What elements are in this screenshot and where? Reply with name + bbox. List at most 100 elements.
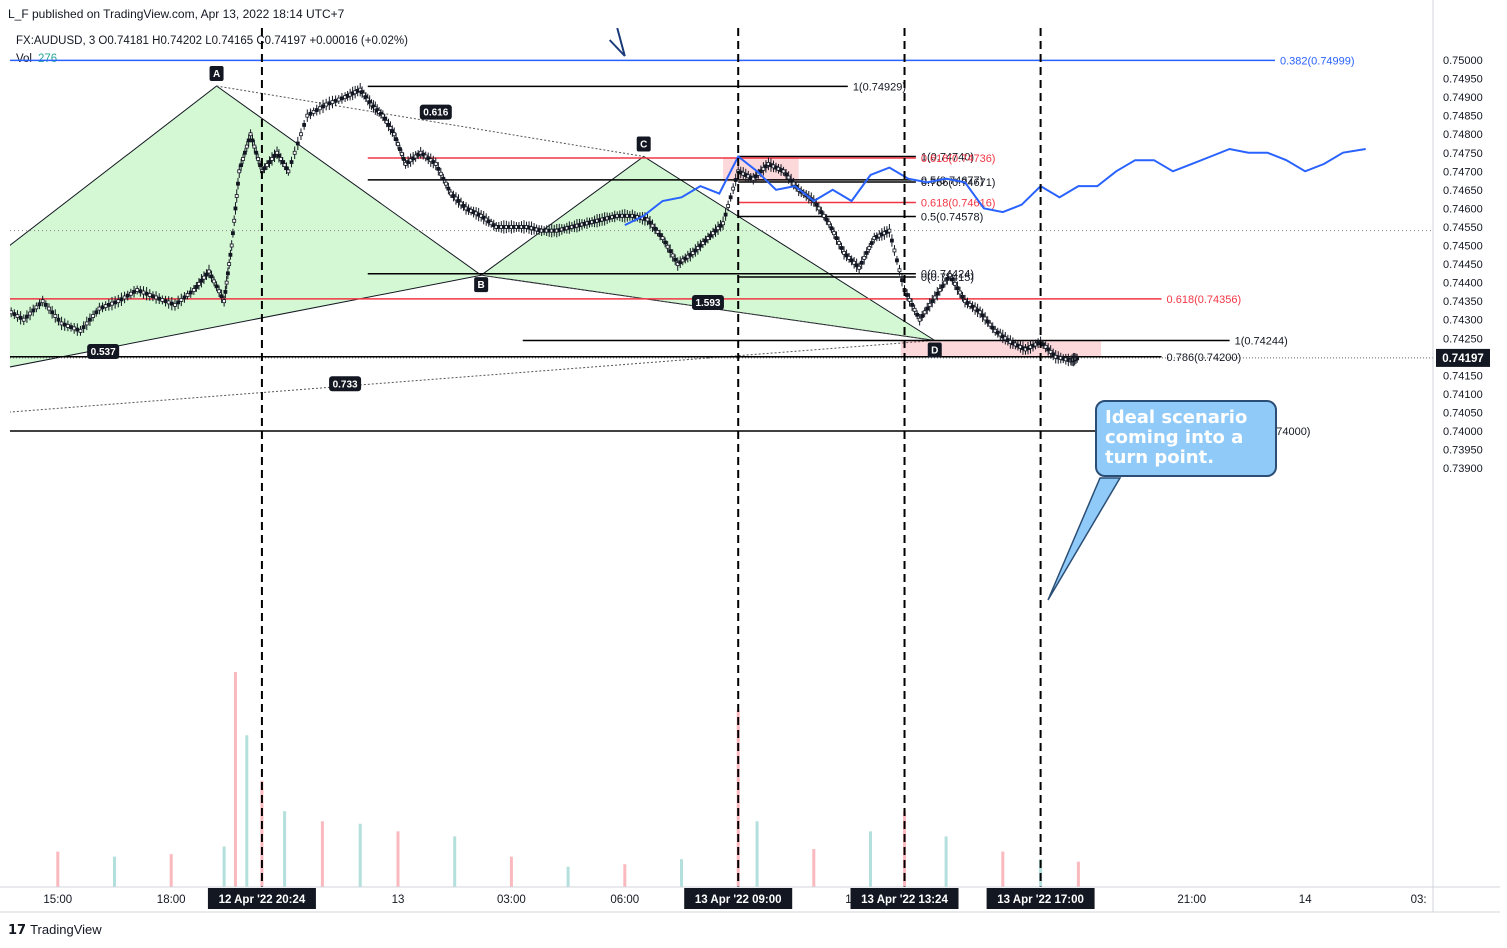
price-candle-body [224,280,229,285]
price-candle-body [37,302,42,307]
price-candle-body [157,296,162,301]
price-candle-body [454,196,458,201]
price-candle-body [461,204,466,208]
price-candle-body [7,309,10,312]
price-candle-body [895,258,899,263]
price-candle-body [827,221,831,226]
price-candle-body [336,97,341,102]
price-candle-body [1043,345,1048,349]
price-candle-body [234,194,239,198]
price-candle-body [204,272,209,277]
time-marker-label: 12 Apr '22 20:24 [219,894,306,906]
price-candle-body [228,252,233,257]
price-candle-body [900,278,904,283]
fib-level-label: 1(0.74244) [1235,335,1288,347]
price-candle-body [119,297,124,302]
price-candle-body [668,249,673,253]
price-candle-body [28,311,32,316]
price-candle-body [308,111,313,116]
volume-bar [509,856,513,887]
callout-pointer [1047,477,1122,601]
volume-bar [260,780,264,887]
price-candle-body [239,163,244,168]
time-marker-badge [684,888,793,909]
volume-bar [233,672,237,887]
price-candle-body [169,301,174,306]
price-candle-body [382,116,387,121]
price-candle-body [821,213,826,218]
price-candle-body [265,163,269,168]
pattern-triangle-xab [10,85,483,368]
price-candle-body [711,231,715,236]
price-candle-body [267,160,272,164]
volume-bar [680,859,683,887]
volume-bar [812,849,816,887]
price-candle-body [695,246,700,250]
price-candle-body [236,181,240,186]
time-tick-label: 03:00 [497,894,526,906]
price-candle-body [122,295,127,300]
pattern-point-label: B [478,280,485,291]
price-candle-body [246,138,251,143]
pattern-point-marker [209,65,224,81]
price-candle-body [388,126,393,130]
price-candle-body [202,275,206,280]
price-candle-body [816,206,821,211]
arrow-icon [608,28,626,57]
price-candle-body [222,299,227,304]
price-candle-body [789,178,794,183]
time-tick-label: 03: [1411,894,1427,906]
price-candle-body [390,129,395,134]
price-candle-body [937,288,942,292]
price-candle-body [18,315,23,320]
volume-bar [396,831,400,887]
price-candle-body [443,181,448,186]
price-candle-body [733,178,738,182]
pattern-line-ac [216,85,644,157]
price-candle-body [277,153,281,158]
price-candle-body [191,288,196,292]
price-tick-label: 0.75000 [1443,55,1483,67]
price-candle-body [728,195,733,200]
time-axis: 15:0018:001303:0006:001216:0021:001403:1… [0,886,1500,913]
price-tick-label: 0.74300 [1443,315,1483,327]
volume-bar [320,821,324,887]
time-tick-label: 21:00 [1177,894,1206,906]
price-candle-body [910,302,914,307]
price-candle-body [927,302,932,307]
price-candle-body [182,295,187,300]
price-candle-body [824,217,829,222]
price-candle-body [179,298,184,302]
price-candle-body [188,290,193,295]
price-candle-body [731,186,736,191]
price-candle-body [433,161,438,166]
price-candle-body [302,123,307,127]
price-candle-body [690,251,695,255]
time-tick-label: 15:00 [43,894,72,906]
price-candle-body [225,271,230,276]
price-candle-body [3,307,6,310]
price-candle-body [12,312,17,317]
time-marker-label: 13 Apr '22 09:00 [695,894,782,906]
price-candle-body [670,253,675,258]
time-tick-label: 13 [392,894,405,906]
price-candle-body [990,325,995,330]
price-tick-label: 0.74400 [1443,278,1483,290]
price-candle-body [758,169,763,174]
price-candle-body [314,108,319,113]
price-candle-body [832,231,836,236]
price-candle-body [209,274,214,279]
price-candle-body [814,202,819,207]
price-candle-body [233,206,238,211]
price-candle-body [947,273,952,278]
price-candle-body [960,294,965,299]
price-candle-body [397,147,402,151]
pattern-line-xd [10,339,935,413]
price-candle-body [72,326,77,331]
ratio-label-box [329,376,362,392]
price-candle-body [116,299,121,304]
pattern-point-label: A [213,69,220,80]
price-candle-body [321,104,325,109]
price-candle-body [340,96,344,101]
